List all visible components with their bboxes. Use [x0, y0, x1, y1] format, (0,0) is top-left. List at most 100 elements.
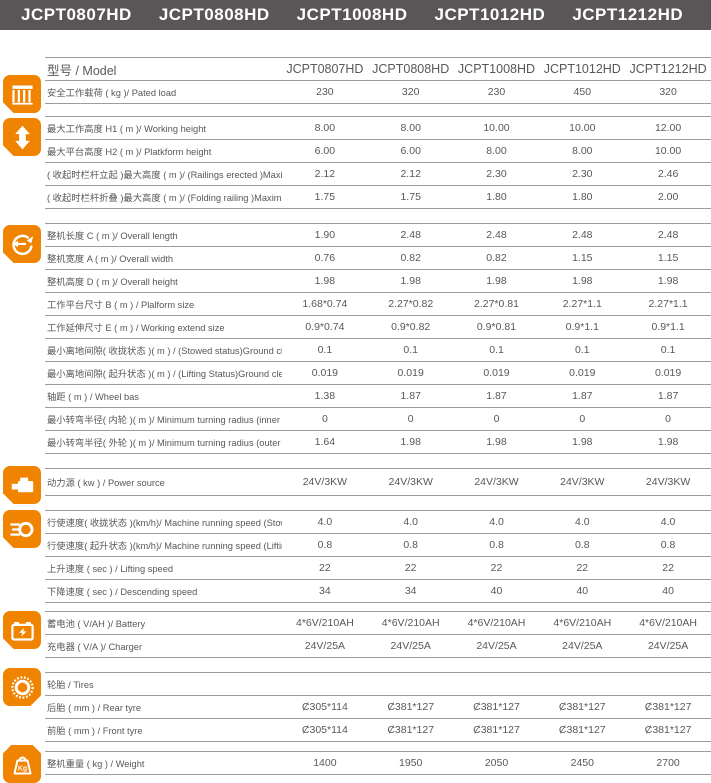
cell-value: 0.8 [489, 539, 504, 551]
cell-value: 2700 [656, 757, 680, 769]
topbar-model: JCPT1008HD [296, 5, 408, 24]
cell-value: 10.00 [654, 145, 682, 157]
table-row: 前胎 ( mm ) / Front tyre Ȼ305*114 Ȼ381*127 Ȼ3… [45, 719, 711, 742]
cell-value: 6.00 [400, 145, 421, 157]
cell-value: 2.27*1.1 [648, 298, 688, 310]
row-label: 轮胎 / Tires [47, 680, 94, 690]
table-row: 整机高度 D ( m )/ Overall height 1.98 1.98 1.98… [45, 270, 711, 293]
icon-cell [0, 510, 45, 603]
cell-value: 1.90 [314, 229, 336, 241]
cell-value: 1.68*0.74 [302, 298, 348, 310]
table-row: 最小转弯半径( 内轮 )( m )/ Minimum turning radiu… [45, 408, 711, 431]
cell-value: 22 [319, 562, 331, 574]
cell-value: 4.0 [403, 516, 418, 528]
cell-value: Ȼ381*127 [558, 724, 606, 736]
table-row: 轮胎 / Tires [45, 673, 711, 696]
cell-value: 1.87 [572, 390, 593, 402]
cell-value: 12.00 [654, 122, 682, 134]
cell-value: 22 [662, 562, 674, 574]
cell-value: 6.00 [314, 145, 336, 157]
spec-group-battery: 蓄电池 ( V/AH )/ Battery 4*6V/210AH 4*6V/210A… [0, 611, 711, 658]
row-label: 最小转弯半径( 内轮 )( m )/ Minimum turning radiu… [47, 415, 282, 425]
weight-icon: Kg [3, 745, 41, 783]
cell-value: 24V/3KW [388, 476, 433, 488]
cell-value: 1.87 [400, 390, 421, 402]
row-label: 最大平台高度 H2 ( m )/ Platkform height [47, 147, 212, 157]
spec-group-height: 最大工作高度 H1 ( m )/ Working height 8.00 8.00 1… [0, 116, 711, 209]
table-row: 后胎 ( mm ) / Rear tyre Ȼ305*114 Ȼ381*127 Ȼ38… [45, 696, 711, 719]
cell-value: 0.9*0.81 [476, 321, 517, 333]
cell-value: Ȼ381*127 [558, 701, 606, 713]
cell-value: 0 [665, 413, 672, 425]
table-row: 工作平台尺寸 B ( m ) / Plalform size 1.68*0.74 2… [45, 293, 711, 316]
cell-value: 1.15 [657, 252, 679, 264]
cell-value: 2.46 [657, 168, 679, 180]
table-row: 行使速度( 起升状态 )(km/h)/ Machine running spee… [45, 534, 711, 557]
cell-value: 24V/3KW [474, 476, 519, 488]
cell-value: 450 [573, 86, 592, 98]
table-row: 蓄电池 ( V/AH )/ Battery 4*6V/210AH 4*6V/210A… [45, 612, 711, 635]
cell-value: 1.80 [572, 191, 593, 203]
row-label: 蓄电池 ( V/AH )/ Battery [47, 619, 146, 629]
cell-value: 40 [576, 585, 589, 597]
power-motor-icon [3, 466, 41, 504]
table-row: 最小转弯半径( 外轮 )( m )/ Minimum turning radiu… [45, 431, 711, 454]
topbar-model: JCPT0808HD [158, 5, 270, 24]
table-row: ( 收起时栏杆折叠 )最大高度 ( m )/ (Folding railing … [45, 186, 711, 209]
model-header-bar: JCPT0807HD JCPT0808HD JCPT1008HD JCPT1012HD… [0, 0, 711, 30]
spec-group-model-load: 型号 / Model JCPT0807HD JCPT0808HD JCPT1008HD… [0, 57, 711, 113]
cell-value: 4*6V/210AH [467, 617, 526, 629]
icon-cell [0, 611, 45, 658]
cell-value: 0.8 [660, 539, 676, 551]
table-row: 行使速度( 收拢状态 )(km/h)/ Machine running spee… [45, 511, 711, 534]
table-row: 最小离地间隙( 起升状态 )( m ) / (Lifting Status)Gr… [45, 362, 711, 385]
cell-value: 34 [404, 585, 417, 597]
table-row: 安全工作载荷 ( kg )/ Pated load 230 320 230 450 320 [45, 81, 711, 104]
cell-value: 0 [579, 413, 586, 425]
cell-value: 1.98 [400, 275, 421, 287]
cell-value: 2.12 [314, 168, 336, 180]
row-label: 轴距 ( m ) / Wheel bas [47, 392, 139, 402]
cell-value: 1.75 [314, 191, 336, 203]
table-row: 最大工作高度 H1 ( m )/ Working height 8.00 8.00 1… [45, 117, 711, 140]
cell-value: 1.98 [657, 275, 679, 287]
cell-value: 1.87 [657, 390, 679, 402]
speed-icon [3, 510, 41, 548]
cell-value: 4*6V/210AH [381, 617, 440, 629]
table-row: 最大平台高度 H2 ( m )/ Platkform height 6.00 6.0… [45, 140, 711, 163]
table-row: 整机重量 ( kg ) / Weight 1400 1950 2050 2450 2700 [45, 752, 711, 775]
turning-radius-icon [3, 225, 41, 263]
cell-value: Ȼ381*127 [387, 701, 435, 713]
icon-cell [0, 116, 45, 209]
cell-value: JCPT1012HD [543, 62, 621, 76]
row-label: 整机长度 C ( m )/ Overall length [47, 231, 178, 241]
cell-value: 1.98 [400, 436, 421, 448]
cell-value: 40 [662, 585, 674, 597]
cell-value: 230 [316, 86, 334, 98]
cell-value: 8.00 [400, 122, 421, 134]
cell-value: 24V/3KW [560, 476, 605, 488]
icon-cell [0, 668, 45, 742]
cell-value: 2.30 [486, 168, 507, 180]
cell-value: 0 [493, 413, 500, 425]
cell-value: 0.8 [403, 539, 418, 551]
icon-cell [0, 57, 45, 113]
row-label: ( 收起时栏杆立起 )最大高度 ( m )/ (Railings erected… [47, 170, 282, 180]
cell-value: 24V/25A [390, 640, 431, 652]
spec-table: 型号 / Model JCPT0807HD JCPT0808HD JCPT1008HD… [0, 57, 711, 783]
platform-load-icon [3, 75, 41, 113]
cell-value: 2.30 [572, 168, 593, 180]
cell-value: 0.8 [317, 539, 333, 551]
cell-value: 2.48 [486, 229, 507, 241]
row-label: 型号 / Model [47, 63, 117, 78]
cell-value: 0.9*0.82 [391, 321, 431, 333]
topbar-model: JCPT0807HD [21, 5, 132, 24]
cell-value: Ȼ381*127 [473, 724, 520, 736]
table-row: 工作延伸尺寸 E ( m ) / Working extend size 0.9*… [45, 316, 711, 339]
table-row: 整机宽度 A ( m )/ Overall width 0.76 0.82 0.82 1… [45, 247, 711, 270]
row-label: 最小转弯半径( 外轮 )( m )/ Minimum turning radiu… [47, 438, 282, 448]
cell-value: 1.15 [572, 252, 593, 264]
battery-icon [3, 611, 41, 649]
cell-value: 0.019 [397, 367, 424, 379]
row-label: 最小离地间隙( 起升状态 )( m ) / (Lifting Status)Gr… [47, 369, 282, 379]
